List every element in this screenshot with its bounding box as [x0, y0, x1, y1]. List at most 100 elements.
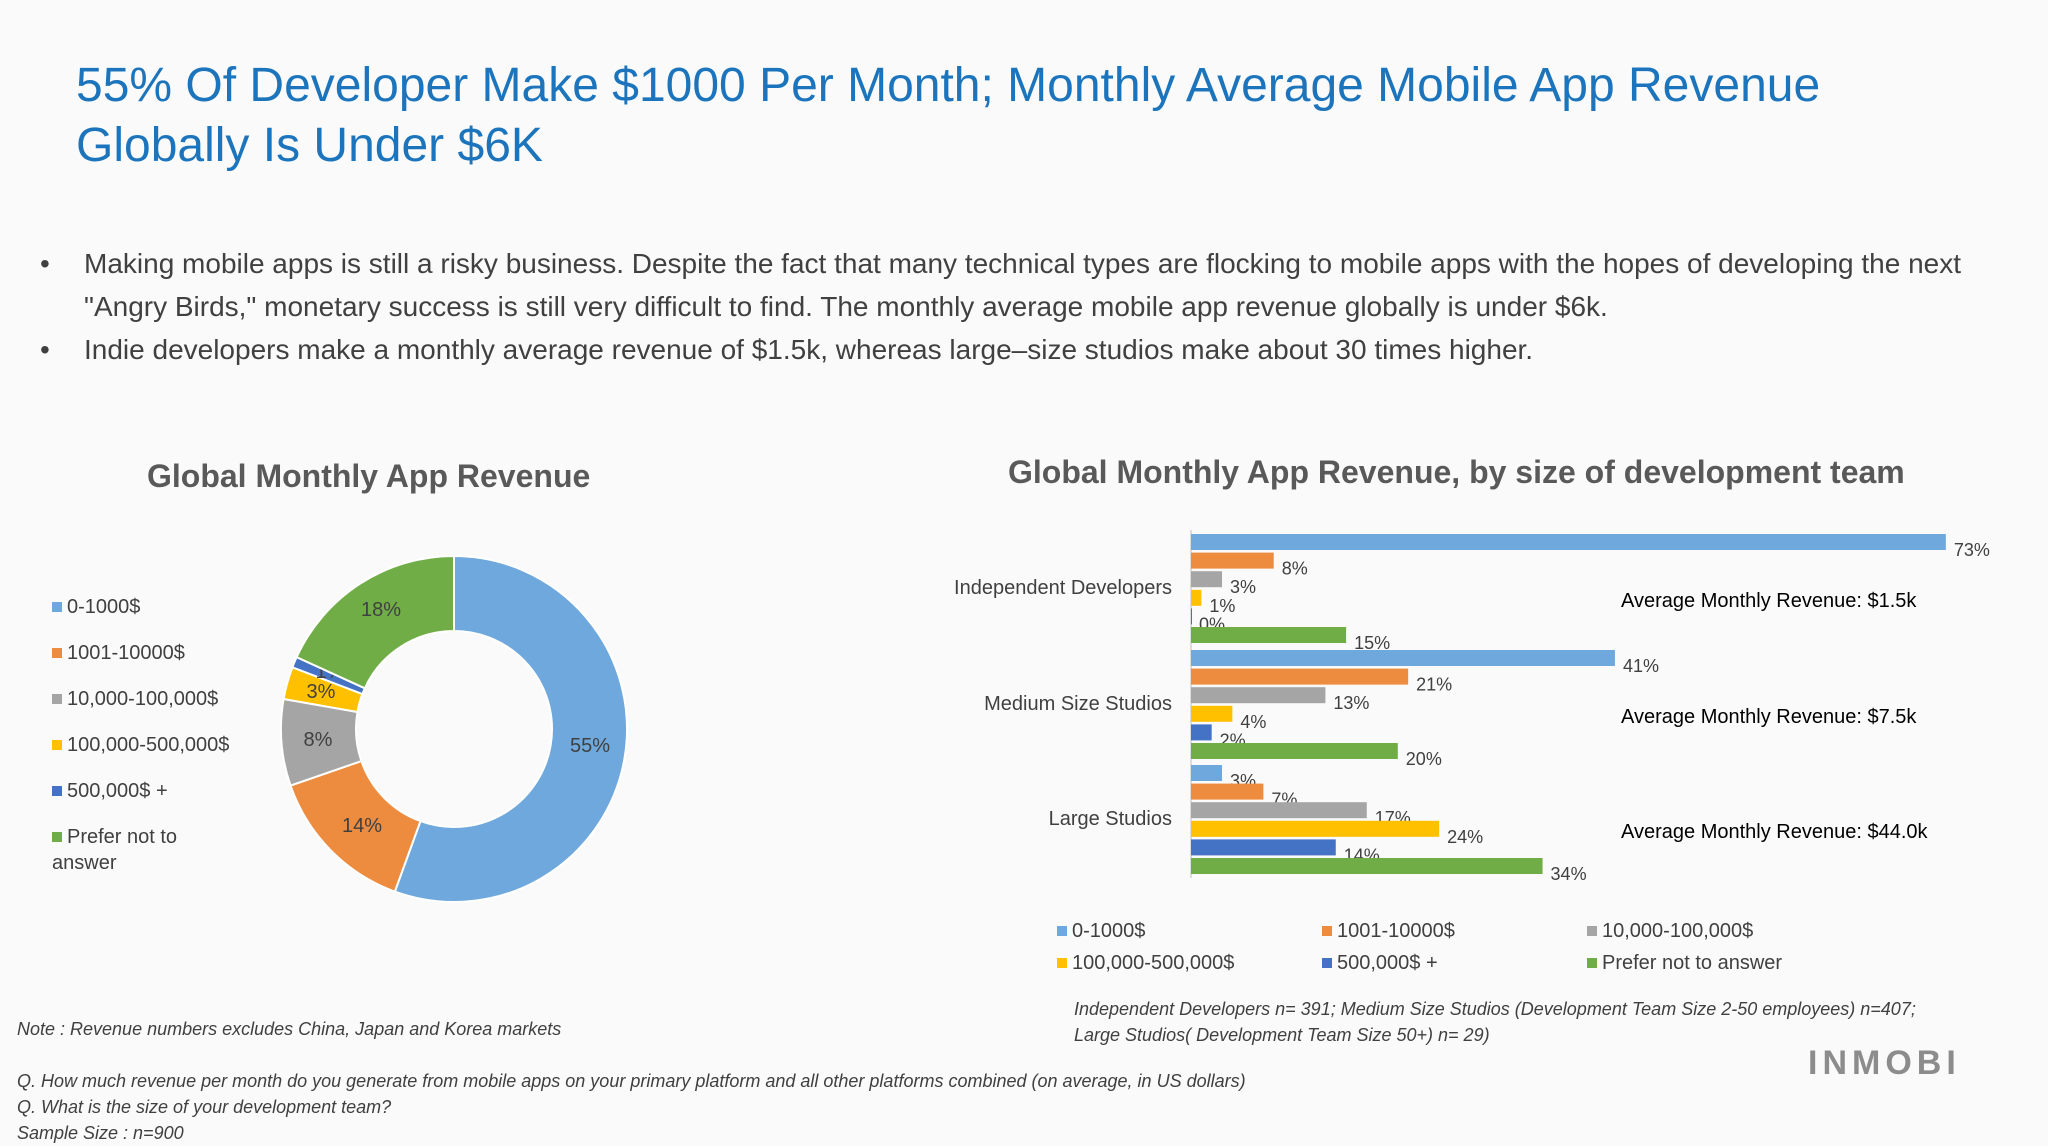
donut-slice [393, 554, 628, 903]
footnote-sample-sizes: Independent Developers n= 391; Medium Si… [1074, 996, 1916, 1048]
bar [1191, 687, 1326, 704]
donut-legend-item: 1001-10000$ [52, 640, 185, 666]
legend-label: 1001-10000$ [67, 642, 185, 664]
legend-label: 500,000$ + [1337, 952, 1438, 974]
legend-swatch [1057, 926, 1067, 936]
bar-value-label: 34% [1551, 864, 1587, 884]
bar-value-label: 4% [1240, 712, 1266, 732]
bar-value-label: 21% [1416, 675, 1452, 695]
bar-value-label: 3% [1230, 577, 1256, 597]
donut-slice-label: 18% [361, 599, 401, 621]
bar-legend-item: 500,000$ + [1322, 950, 1438, 976]
legend-swatch [52, 740, 62, 750]
donut-legend-item: 0-1000$ [52, 594, 140, 620]
legend-swatch [52, 786, 62, 796]
legend-label: Prefer not to answer [1602, 952, 1783, 974]
bar-value-label: 13% [1333, 693, 1369, 713]
bar [1191, 534, 1946, 550]
footnote-sample-line2: Large Studios( Development Team Size 50+… [1074, 1025, 1490, 1045]
bar-value-label: 41% [1623, 656, 1659, 676]
legend-swatch [52, 694, 62, 704]
donut-slice-label: 14% [342, 815, 382, 837]
bar-value-label: 24% [1447, 827, 1483, 847]
bullet-symbol: • [40, 248, 50, 279]
legend-label: 500,000$ + [67, 780, 168, 802]
bar-value-label: 8% [1282, 559, 1308, 579]
bullet-list: • Making mobile apps is still a risky bus… [40, 242, 2020, 371]
legend-swatch [1322, 958, 1332, 968]
legend-label: Prefer not to answer [52, 826, 178, 874]
bar [1191, 608, 1192, 625]
page-title: 55% Of Developer Make $1000 Per Month; M… [76, 59, 1821, 172]
donut-chart-title: Global Monthly App Revenue [147, 458, 591, 494]
bar [1191, 743, 1398, 759]
bullet-text: Making mobile apps is still a risky busi… [84, 248, 1961, 322]
footnote-questions: Q. How much revenue per month do you gen… [17, 1068, 1246, 1146]
bar-legend-item: 0-1000$ [1057, 918, 1145, 944]
bar [1191, 650, 1615, 666]
donut-slice-label: 55% [570, 735, 610, 757]
bar-value-label: 1% [1209, 596, 1235, 616]
bar-value-label: 20% [1406, 749, 1442, 769]
legend-label: 1001-10000$ [1337, 920, 1455, 942]
bar-value-label: 15% [1354, 633, 1390, 653]
legend-swatch [1587, 926, 1597, 936]
bar [1191, 552, 1274, 569]
legend-swatch [1057, 958, 1067, 968]
question-2: Q. What is the size of your development … [17, 1097, 392, 1117]
donut-legend-item: 100,000-500,000$ [52, 732, 229, 758]
bar [1191, 627, 1347, 643]
legend-swatch [1322, 926, 1332, 936]
bar-legend-item: 100,000-500,000$ [1057, 950, 1234, 976]
average-revenue-annotation: Average Monthly Revenue: $7.5k [1621, 706, 1917, 728]
donut-legend-item: 10,000-100,000$ [52, 686, 218, 712]
bar-legend-item: 10,000-100,000$ [1587, 918, 1753, 944]
bar-legend-item: Prefer not to answer [1587, 950, 1782, 976]
donut-slice-label: 3% [307, 681, 336, 703]
bar-chart-title: Global Monthly App Revenue, by size of d… [1008, 454, 1905, 490]
footnote-sample-line1: Independent Developers n= 391; Medium Si… [1074, 999, 1916, 1019]
bullet-text: Indie developers make a monthly average … [84, 334, 1534, 365]
question-1: Q. How much revenue per month do you gen… [17, 1071, 1246, 1091]
bar [1191, 724, 1212, 741]
bar-legend-item: 1001-10000$ [1322, 918, 1455, 944]
bullet-symbol: • [40, 334, 50, 365]
donut-slice-label: 8% [304, 729, 333, 751]
donut-legend-item: Prefer not to answer [52, 824, 202, 876]
bar [1191, 705, 1233, 722]
bar-category-label: Large Studios [1049, 808, 1172, 830]
legend-label: 0-1000$ [67, 596, 141, 618]
average-revenue-annotation: Average Monthly Revenue: $1.5k [1621, 590, 1917, 612]
average-revenue-annotation: Average Monthly Revenue: $44.0k [1621, 821, 1928, 843]
bar [1191, 820, 1440, 837]
bar [1191, 589, 1202, 606]
legend-swatch [52, 832, 62, 842]
bar [1191, 668, 1409, 685]
footnote-markets: Note : Revenue numbers excludes China, J… [17, 1019, 562, 1039]
inmobi-logo: INMOBI [1808, 1044, 1961, 1082]
donut-slice [295, 554, 455, 690]
legend-label: 100,000-500,000$ [1072, 952, 1235, 974]
legend-label: 100,000-500,000$ [67, 734, 230, 756]
bar-category-label: Independent Developers [954, 577, 1172, 599]
legend-swatch [52, 602, 62, 612]
legend-swatch [52, 648, 62, 658]
bar [1191, 839, 1336, 856]
bar [1191, 858, 1543, 874]
bar [1191, 571, 1223, 588]
bar [1191, 765, 1223, 781]
legend-label: 0-1000$ [1072, 920, 1146, 942]
legend-label: 10,000-100,000$ [67, 688, 219, 710]
bar [1191, 802, 1367, 819]
bar [1191, 783, 1264, 800]
bullet-item: • Indie developers make a monthly average… [40, 328, 2020, 371]
legend-label: 10,000-100,000$ [1602, 920, 1754, 942]
sample-size: Sample Size : n=900 [17, 1123, 184, 1143]
bar-value-label: 73% [1954, 540, 1990, 560]
bar-category-label: Medium Size Studios [984, 693, 1172, 715]
legend-swatch [1587, 958, 1597, 968]
donut-legend-item: 500,000$ + [52, 778, 168, 804]
bullet-item: • Making mobile apps is still a risky bus… [40, 242, 2020, 328]
